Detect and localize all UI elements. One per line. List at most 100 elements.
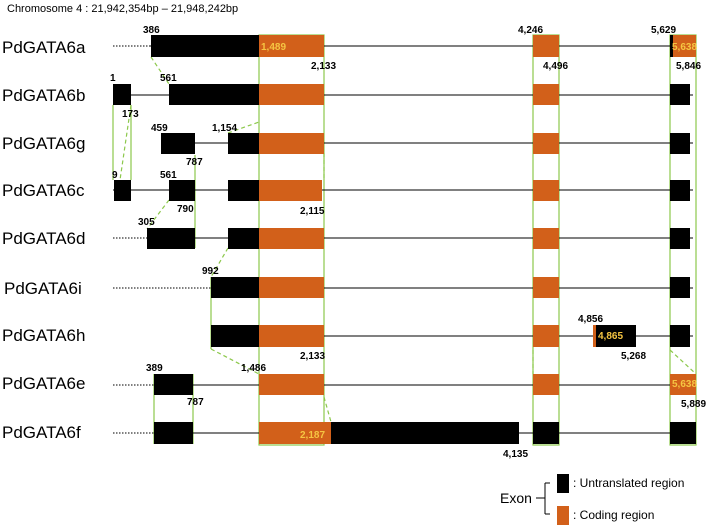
- utr-exon: [169, 180, 195, 201]
- coord-label: 561: [160, 73, 177, 84]
- gene-track-PdGATA6f: 2,187 4,135: [113, 422, 696, 460]
- legend-utr-label: : Untranslated region: [573, 476, 684, 490]
- gene-label-PdGATA6d: PdGATA6d: [2, 229, 85, 248]
- coord-label: 787: [187, 397, 204, 408]
- legend-bracket: [536, 482, 550, 515]
- dash-b-g: [227, 121, 260, 134]
- utr-exon: [228, 228, 259, 249]
- cds-exon: [533, 180, 559, 201]
- utr-exon: [169, 84, 259, 105]
- dash-e-f: [323, 396, 332, 423]
- utr-exon: [211, 277, 259, 298]
- gene-track-PdGATA6c: 9 561 790 2,115: [112, 170, 693, 217]
- utr-exon: [211, 325, 259, 347]
- gene-track-PdGATA6i: 992: [113, 266, 693, 298]
- cds-exon: [533, 84, 559, 105]
- coord-label: 459: [151, 123, 168, 134]
- utr-exon: [670, 422, 696, 444]
- utr-exon: [670, 35, 673, 57]
- coord-label: 4,246: [518, 25, 543, 36]
- legend: Exon : Untranslated region : Coding regi…: [500, 474, 684, 525]
- cds-exon: [673, 35, 696, 57]
- dash-c-d: [146, 199, 170, 230]
- coord-label: 2,133: [311, 61, 336, 72]
- coord-label: 1,486: [241, 363, 266, 374]
- gene-track-PdGATA6d: 305: [113, 217, 693, 249]
- utr-exon: [331, 422, 519, 444]
- utr-exon: [228, 133, 259, 154]
- coord-label: 992: [202, 266, 219, 277]
- gene-track-PdGATA6h: 2,133 4,856 4,865 5,268: [211, 314, 693, 362]
- legend-exon-label: Exon: [500, 490, 532, 506]
- coord-label: 2,133: [300, 351, 325, 362]
- coord-label: 5,629: [651, 25, 676, 36]
- utr-exon: [161, 133, 195, 154]
- cds-exon: [259, 277, 324, 298]
- coord-label: 4,496: [543, 61, 568, 72]
- utr-exon: [670, 180, 690, 201]
- cds-exon: [259, 180, 322, 201]
- dashed-connectors: [119, 56, 697, 423]
- coord-label-inner: 1,489: [261, 42, 286, 53]
- coord-label: 4,856: [578, 314, 603, 325]
- dash-h-e: [210, 348, 260, 375]
- legend-cds-swatch: [557, 506, 569, 525]
- cds-exon: [533, 325, 559, 347]
- gene-label-PdGATA6e: PdGATA6e: [2, 374, 85, 393]
- gene-track-PdGATA6b: 1 173 561: [110, 73, 693, 120]
- coord-label: 790: [177, 204, 194, 215]
- utr-exon: [670, 325, 690, 347]
- gene-label-PdGATA6a: PdGATA6a: [2, 38, 86, 57]
- coord-label: 4,135: [503, 449, 528, 460]
- coord-label: 386: [143, 25, 160, 36]
- cds-exon: [533, 277, 559, 298]
- gene-labels: PdGATA6a PdGATA6b PdGATA6g PdGATA6c PdGA…: [2, 38, 86, 442]
- dash-a-b: [150, 56, 170, 85]
- utr-exon: [154, 374, 193, 395]
- coord-label: 5,889: [681, 399, 706, 410]
- coord-label-inner: 5,638: [672, 379, 697, 390]
- coord-label-inner: 5,638: [672, 42, 697, 53]
- cds-exon: [259, 84, 324, 105]
- coord-label: 5,268: [621, 351, 646, 362]
- cds-exon: [670, 374, 696, 395]
- legend-cds-label: : Coding region: [573, 508, 654, 522]
- utr-exon: [147, 228, 195, 249]
- coord-label: 1: [110, 73, 116, 84]
- cds-exon: [533, 35, 559, 57]
- dash-h-e-right: [669, 349, 697, 375]
- utr-exon: [670, 84, 690, 105]
- utr-exon: [114, 180, 131, 201]
- utr-exon: [670, 228, 690, 249]
- cds-exon: [533, 228, 559, 249]
- utr-exon: [670, 277, 690, 298]
- cds-exon: [593, 325, 596, 347]
- gene-label-PdGATA6i: PdGATA6i: [4, 279, 82, 298]
- gene-track-PdGATA6g: 459 787 1,154: [151, 123, 693, 168]
- coord-label: 1,154: [212, 123, 237, 134]
- gene-label-PdGATA6f: PdGATA6f: [2, 423, 81, 442]
- cds-exon: [533, 374, 559, 395]
- utr-exon: [670, 133, 690, 154]
- gene-label-PdGATA6h: PdGATA6h: [2, 326, 85, 345]
- gene-label-PdGATA6b: PdGATA6b: [2, 86, 85, 105]
- coord-label: 787: [186, 157, 203, 168]
- utr-exon: [228, 180, 259, 201]
- coord-label: 561: [160, 170, 177, 181]
- gene-label-PdGATA6c: PdGATA6c: [2, 181, 85, 200]
- gene-track-PdGATA6a: 386 1,489 2,133 4,246 4,496 5,629 5,638 …: [113, 25, 701, 72]
- cds-exon: [259, 422, 331, 444]
- gene-track-PdGATA6e: 389 787 1,486 5,638 5,889: [113, 363, 706, 410]
- legend-utr-swatch: [557, 474, 569, 493]
- utr-exon: [154, 422, 193, 444]
- coord-label: 9: [112, 170, 118, 181]
- dash-b-c: [119, 104, 132, 181]
- utr-exon: [533, 422, 559, 444]
- cds-exon: [533, 133, 559, 154]
- coord-label: 305: [138, 217, 155, 228]
- chromosome-title: Chromosome 4 : 21,942,354bp – 21,948,242…: [7, 3, 238, 15]
- coord-label: 173: [122, 109, 139, 120]
- coord-label-inner: 2,187: [300, 430, 325, 441]
